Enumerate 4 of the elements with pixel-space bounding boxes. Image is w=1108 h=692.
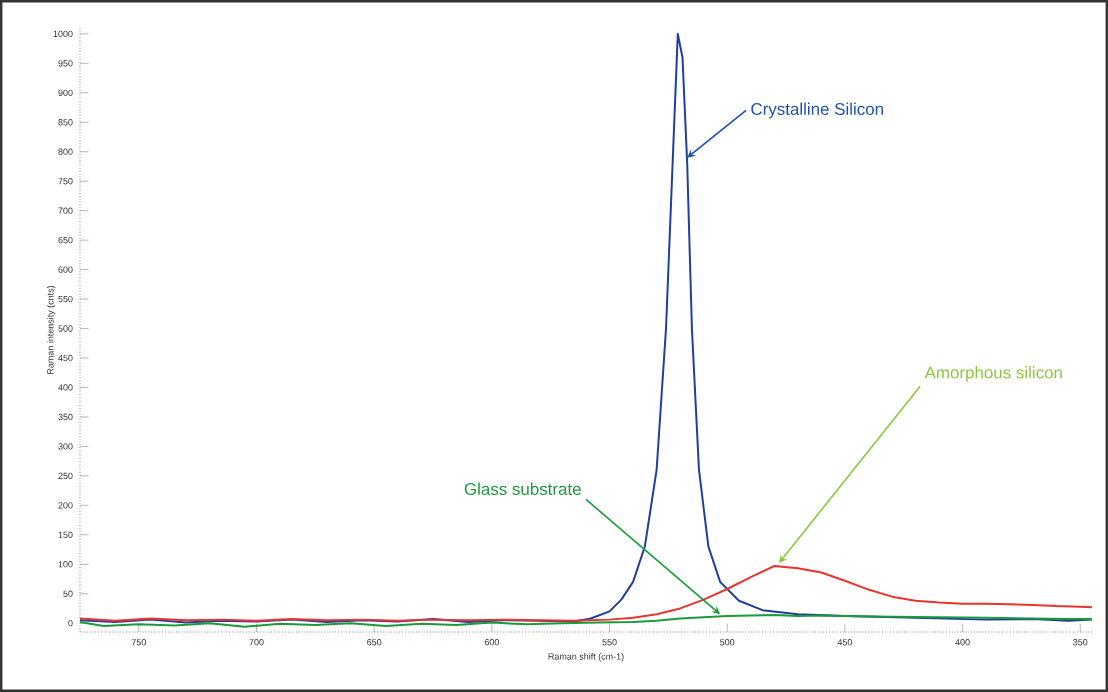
annotation: Amorphous silicon	[924, 366, 1062, 382]
annotation: Crystalline Silicon	[751, 102, 883, 119]
annotation: Glass substrate	[464, 482, 581, 495]
line-series	[78, 565, 1093, 622]
